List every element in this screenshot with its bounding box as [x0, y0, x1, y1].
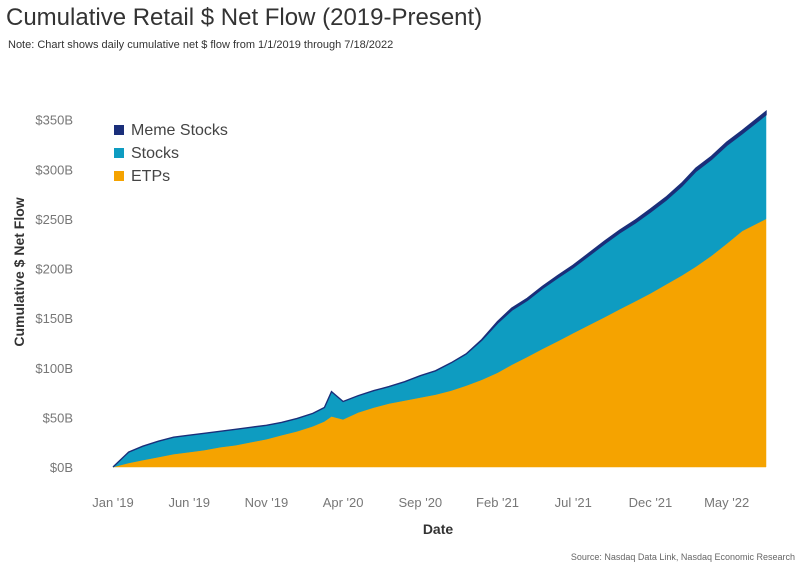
y-axis-title: Cumulative $ Net Flow — [11, 197, 27, 346]
legend-swatch — [114, 125, 124, 135]
chart-source: Source: Nasdaq Data Link, Nasdaq Economi… — [570, 552, 795, 562]
y-tick-label: $350B — [35, 113, 73, 128]
y-tick-label: $100B — [35, 361, 73, 376]
chart-title: Cumulative Retail $ Net Flow (2019-Prese… — [6, 4, 483, 31]
x-tick-label: Jul '21 — [555, 495, 592, 510]
x-tick-label: Feb '21 — [476, 495, 519, 510]
legend-label: ETPs — [131, 168, 170, 185]
x-tick-label: Sep '20 — [398, 495, 442, 510]
x-tick-label: Jan '19 — [92, 495, 134, 510]
chart-legend: Meme Stocks Stocks ETPs — [114, 122, 228, 185]
y-tick-label: $50B — [43, 410, 73, 425]
y-tick-label: $150B — [35, 311, 73, 326]
x-tick-label: Dec '21 — [629, 495, 673, 510]
y-tick-label: $300B — [35, 162, 73, 177]
y-tick-label: $200B — [35, 262, 73, 277]
area-meme-stocks — [112, 110, 767, 468]
x-axis-title: Date — [423, 521, 454, 537]
legend-label: Stocks — [131, 145, 179, 162]
x-tick-label: May '22 — [704, 495, 749, 510]
y-tick-label: $250B — [35, 212, 73, 227]
y-tick-label: $0B — [50, 460, 73, 475]
chart-subtitle: Note: Chart shows daily cumulative net $… — [8, 39, 394, 51]
x-axis-ticks: Jan '19 Jun '19 Nov '19 Apr '20 Sep '20 Feb '… — [92, 495, 749, 510]
y-axis-ticks: $0B $50B $100B $150B $200B $250B $300B $350B — [35, 113, 73, 475]
x-tick-label: Jun '19 — [168, 495, 210, 510]
legend-swatch — [114, 171, 124, 181]
legend-label: Meme Stocks — [131, 122, 228, 139]
x-tick-label: Nov '19 — [245, 495, 289, 510]
x-tick-label: Apr '20 — [323, 495, 364, 510]
area-layers — [112, 110, 767, 468]
legend-swatch — [114, 148, 124, 158]
